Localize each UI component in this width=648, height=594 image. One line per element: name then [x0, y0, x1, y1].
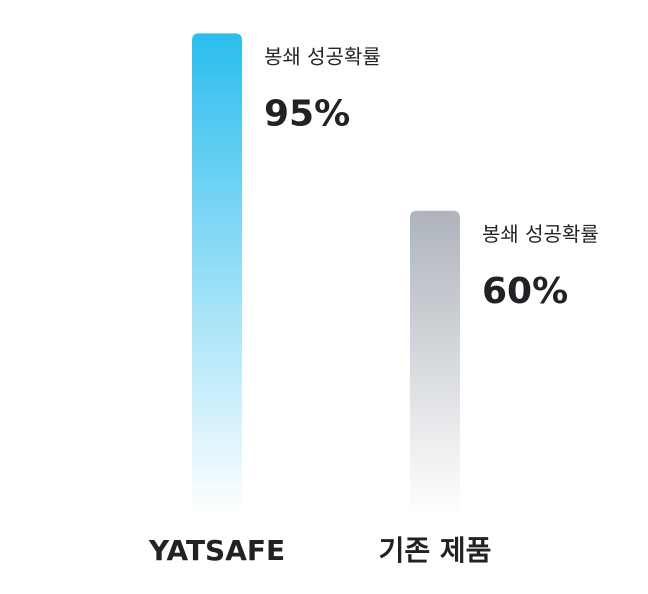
bar-metric-label: 봉쇄 성공확률 — [264, 44, 381, 68]
bars-group — [192, 33, 460, 516]
bar-yatsafe — [192, 33, 242, 515]
bar-metric-label: 봉쇄 성공확률 — [482, 222, 599, 246]
category-label: YATSAFE — [148, 534, 285, 567]
labels-group: 봉쇄 성공확률 95% YATSAFE 봉쇄 성공확률 60% 기존 제품 — [148, 44, 599, 567]
bar-value-label: 60% — [482, 271, 568, 312]
category-label: 기존 제품 — [379, 534, 492, 567]
bar-existing-product — [410, 210, 460, 516]
bar-value-label: 95% — [264, 93, 350, 134]
